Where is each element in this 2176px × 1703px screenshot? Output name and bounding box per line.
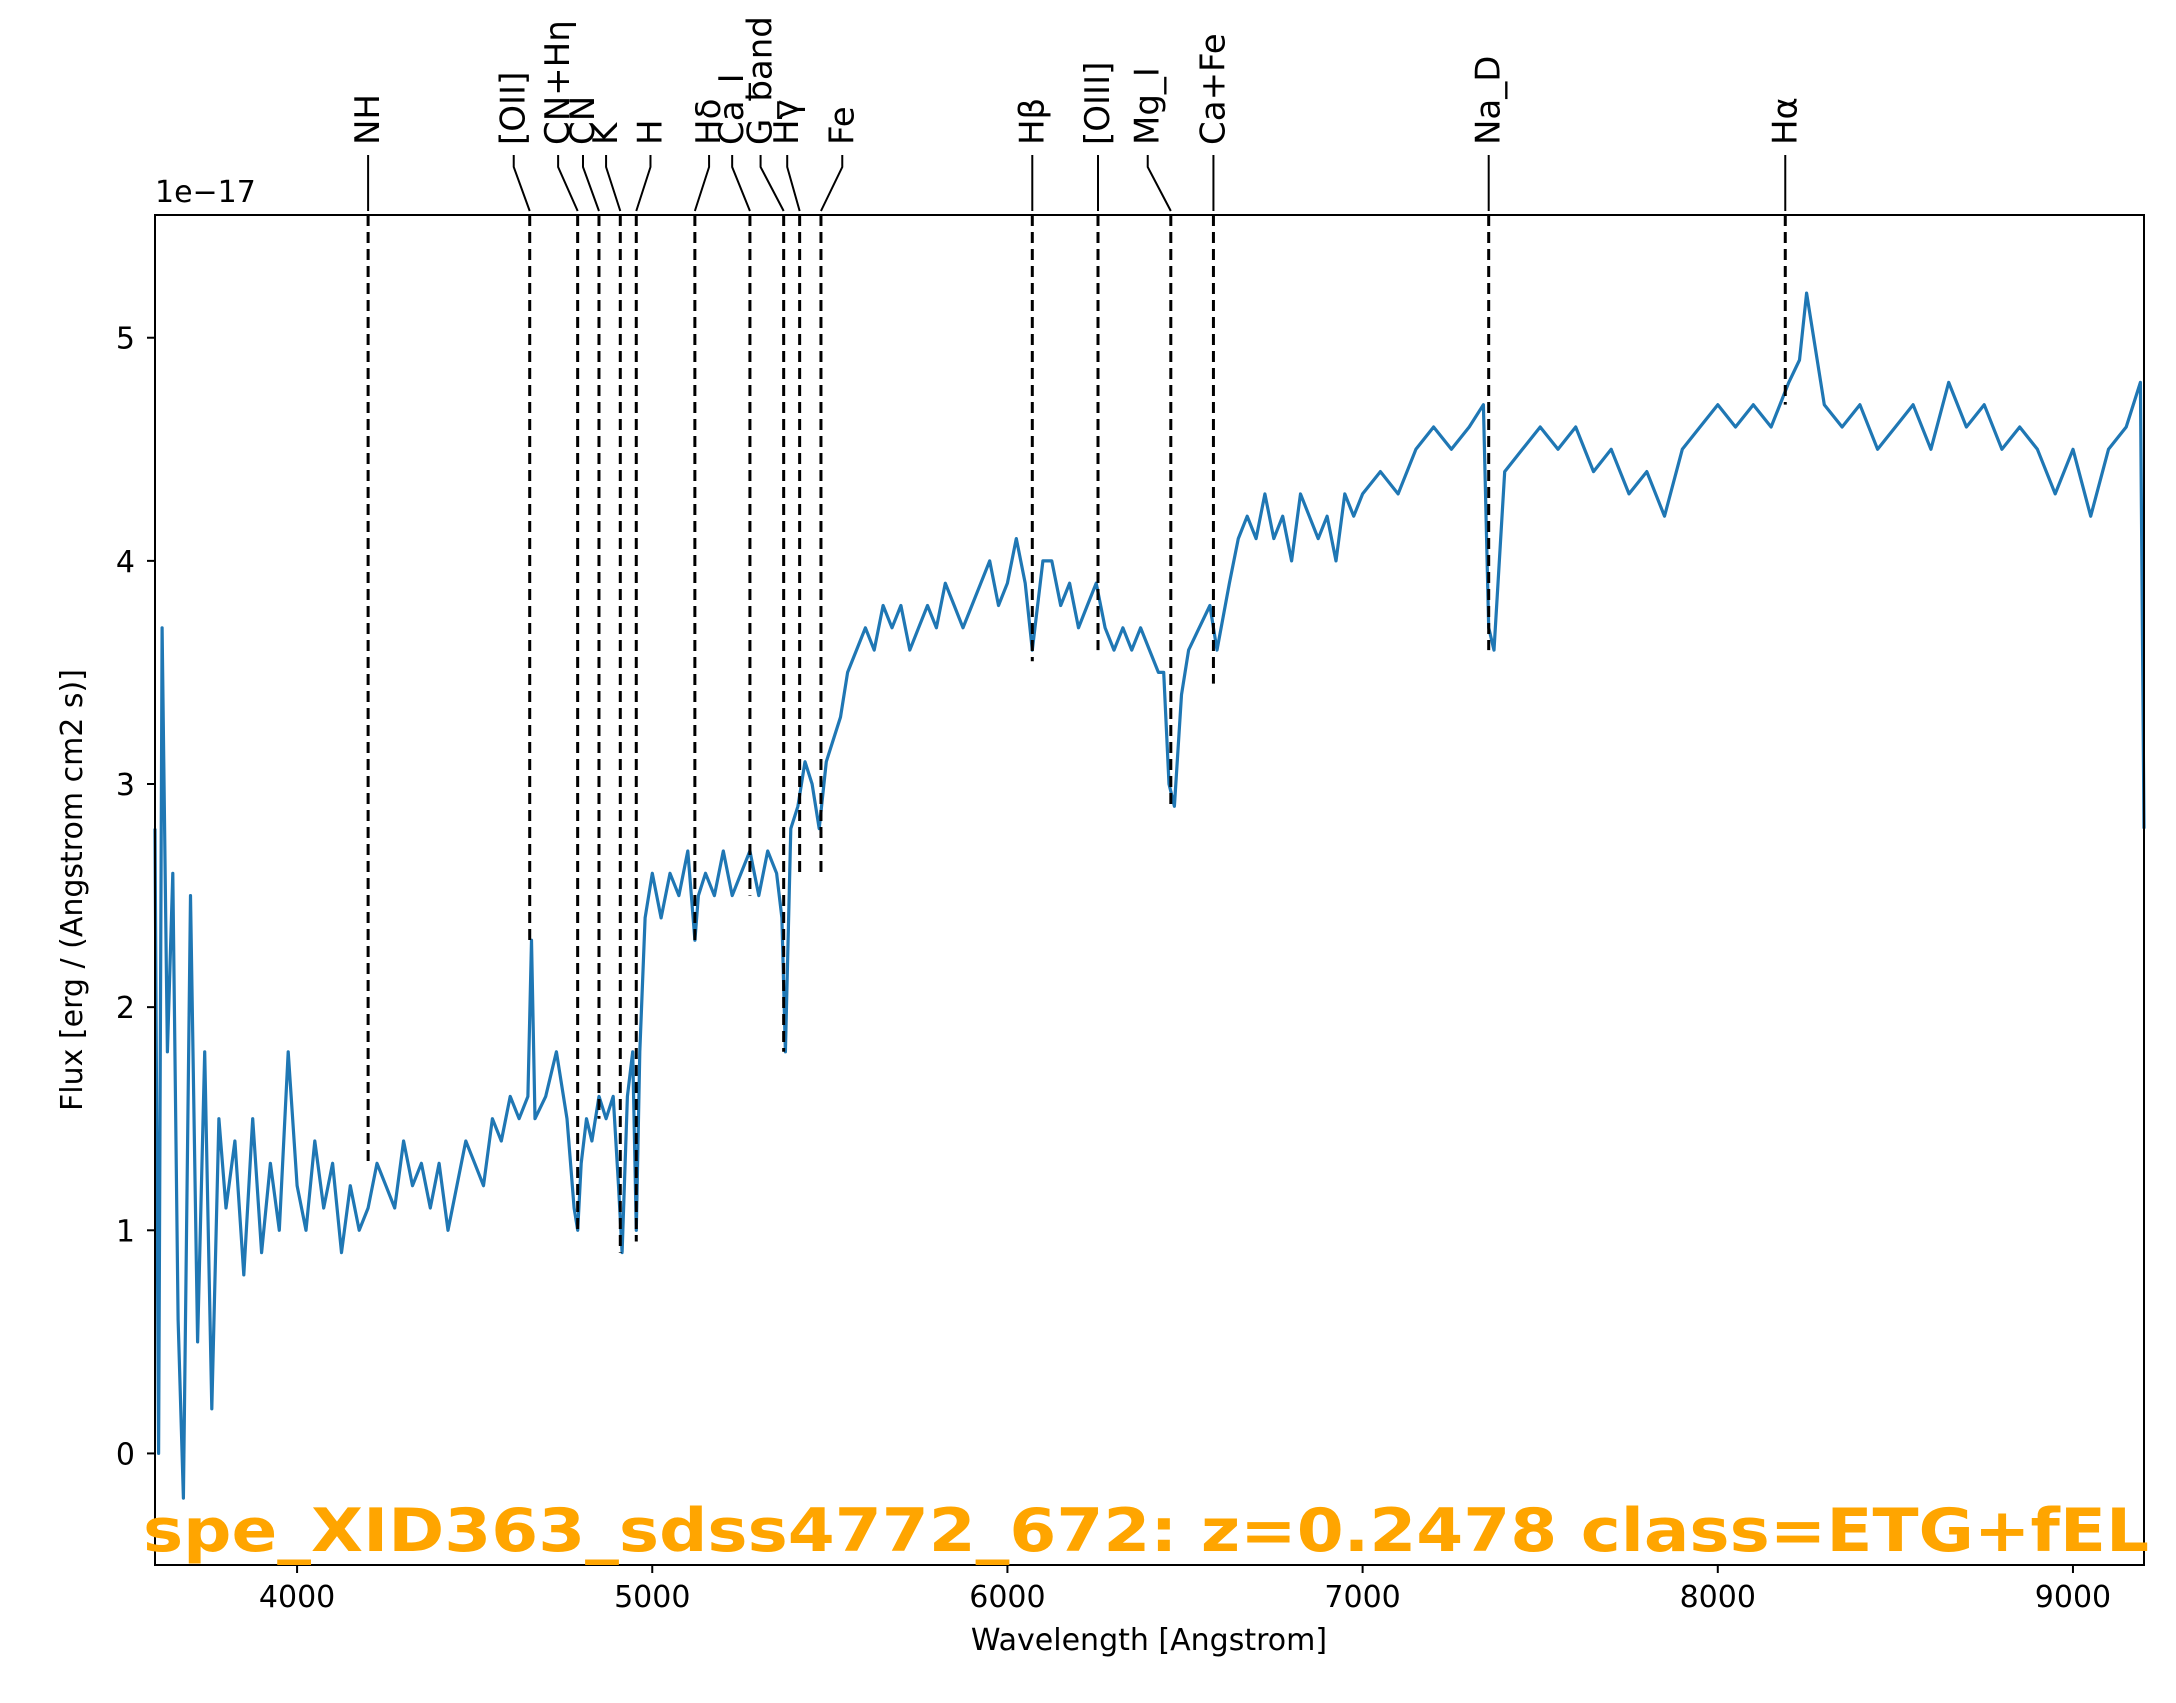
- spectral-line-label-13: Mg_I: [1128, 67, 1168, 145]
- spectral-line-connector-6: [693, 155, 711, 212]
- spectral-line-label-14: Ca+Fe: [1193, 33, 1233, 145]
- y-tick-label-4: 4: [116, 545, 135, 580]
- y-axis-label: Flux [erg / (Angstrom cm2 s)]: [55, 669, 90, 1111]
- spectral-line-connector-7: [731, 155, 751, 212]
- spectral-line-label-3: CN: [563, 96, 603, 145]
- spectral-line-label-12: [OIII]: [1078, 62, 1118, 145]
- spectral-line-label-1: [OII]: [494, 72, 534, 145]
- spectral-line-label-6: Hδ: [689, 99, 729, 145]
- plot-frame: [154, 214, 2145, 1566]
- x-tick-label-1: 5000: [614, 1580, 690, 1615]
- spectral-line-label-7: Ca_I: [712, 73, 752, 145]
- x-axis-label: Wavelength [Angstrom]: [971, 1623, 1327, 1658]
- spectral-line-label-16: Hα: [1765, 97, 1805, 145]
- spectral-line-connector-3: [581, 155, 600, 212]
- spectral-line-label-9: Hγ: [767, 99, 807, 145]
- x-tick-label-4: 8000: [1680, 1580, 1756, 1615]
- spectrum-line-0: [153, 291, 2146, 1500]
- spectral-line-connector-5: [635, 155, 652, 212]
- y-tick-label-1: 1: [116, 1214, 135, 1249]
- y-tick-label-0: 0: [116, 1437, 135, 1472]
- x-tick-label-0: 4000: [259, 1580, 335, 1615]
- spectral-line-connector-4: [605, 155, 622, 212]
- spectral-line-connector-13: [1146, 155, 1172, 212]
- spectral-line-connector-2: [557, 155, 579, 212]
- y-tick-label-2: 2: [116, 991, 135, 1026]
- x-tick-label-3: 7000: [1324, 1580, 1400, 1615]
- spectrum-annotation: spe_XID363_sdss4772_672: z=0.2478 class=…: [143, 1496, 2149, 1566]
- spectral-line-label-10: Fe: [822, 106, 862, 145]
- y-axis-ticks: 0 1 2 3 4 5: [116, 322, 155, 1472]
- spectral-line-label-8: G_band: [741, 16, 781, 145]
- spectral-line-label-2: CN+Hη: [538, 20, 578, 145]
- spectral-line-label-4: K: [586, 121, 626, 145]
- x-tick-label-5: 9000: [2035, 1580, 2111, 1615]
- x-tick-label-2: 6000: [969, 1580, 1045, 1615]
- spectral-line-connector-10: [820, 155, 844, 212]
- spectral-line-label-11: Hβ: [1012, 98, 1052, 145]
- x-axis-ticks: 4000 5000 6000 7000 8000 9000: [259, 1565, 2111, 1615]
- spectral-line-label-15: Na_D: [1469, 56, 1509, 145]
- spectral-line-label-5: H: [630, 119, 670, 145]
- y-tick-label-5: 5: [116, 322, 135, 357]
- spectral-line-connector-1: [512, 155, 531, 212]
- y-tick-label-3: 3: [116, 768, 135, 803]
- series-layer: [153, 291, 2146, 1500]
- y-offset-label: 1e−17: [155, 175, 256, 210]
- spectral-line-connector-8: [759, 155, 785, 212]
- spectral-line-label-0: NH: [348, 94, 388, 145]
- spectral-line-connector-9: [786, 155, 801, 212]
